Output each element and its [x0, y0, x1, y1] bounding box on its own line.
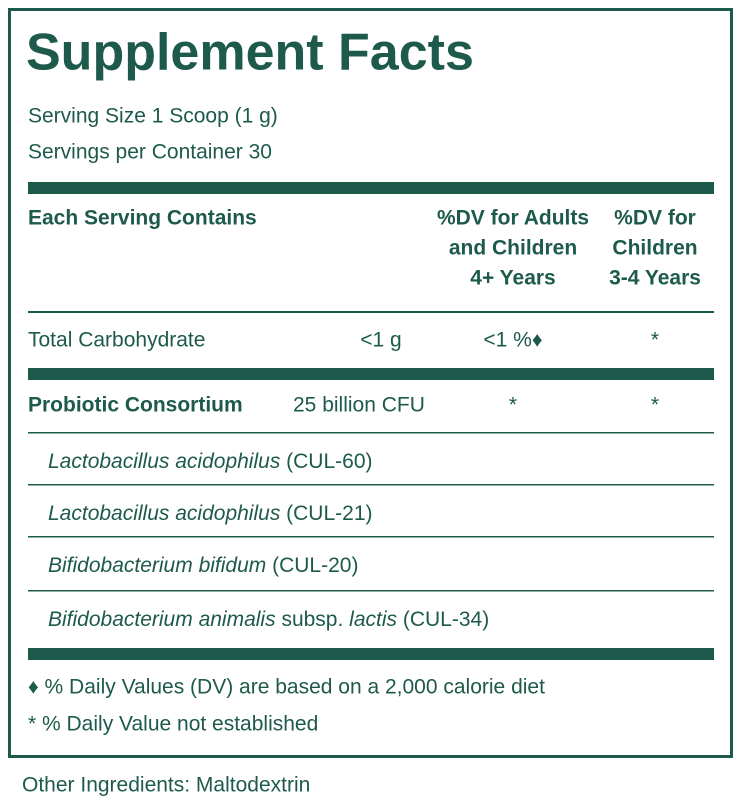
- strain-list: Lactobacillus acidophilus (CUL-60)Lactob…: [28, 432, 714, 631]
- strain-part: Lactobacillus acidophilus: [48, 450, 281, 473]
- row-amount: 25 billion CFU: [293, 394, 425, 417]
- row-dv-children: *: [651, 394, 659, 417]
- border: [8, 8, 733, 758]
- thick-rule: [28, 648, 714, 660]
- serving-size: Serving Size 1 Scoop (1 g): [28, 105, 278, 128]
- strain-part: (CUL-34): [397, 608, 489, 631]
- servings-per-container: Servings per Container 30: [28, 141, 272, 164]
- strain-part: subsp.: [276, 608, 350, 631]
- row-dv-adults: <1 %♦: [483, 329, 542, 352]
- thin-rule: [28, 536, 714, 538]
- thin-rule: [28, 590, 714, 592]
- header-label: Each Serving Contains: [28, 207, 257, 230]
- row-name: Probiotic Consortium: [28, 394, 243, 417]
- strain: Lactobacillus acidophilus (CUL-21): [48, 502, 373, 525]
- thin-rule: [28, 432, 714, 434]
- header-dv-adults: and Children: [449, 237, 577, 260]
- header-dv-children: 3-4 Years: [609, 267, 701, 290]
- strain: Bifidobacterium bifidum (CUL-20): [48, 554, 358, 577]
- thick-rule: [28, 368, 714, 380]
- row-dv-children: *: [651, 329, 659, 352]
- row-name: Total Carbohydrate: [28, 329, 205, 352]
- header-dv-adults: 4+ Years: [470, 267, 555, 290]
- strain-part: (CUL-20): [266, 554, 358, 577]
- strain-part: Bifidobacterium animalis: [48, 608, 276, 631]
- footnote: * % Daily Value not established: [28, 713, 318, 736]
- thin-rule: [28, 484, 714, 486]
- other-ingredients: Other Ingredients: Maltodextrin: [22, 774, 310, 797]
- strain: Bifidobacterium animalis subsp. lactis (…: [48, 608, 489, 631]
- row-amount: <1 g: [360, 329, 401, 352]
- row-dv-adults: *: [509, 394, 517, 417]
- strain: Lactobacillus acidophilus (CUL-60): [48, 450, 373, 473]
- header-dv-children: %DV for: [614, 207, 696, 230]
- footnote: ♦ % Daily Values (DV) are based on a 2,0…: [28, 676, 545, 699]
- header-dv-adults: %DV for Adults: [437, 207, 589, 230]
- strain-part: (CUL-60): [280, 450, 372, 473]
- strain-part: (CUL-21): [280, 502, 372, 525]
- thin-rule: [28, 311, 714, 313]
- strain-part: Lactobacillus acidophilus: [48, 502, 281, 525]
- header-dv-children: Children: [612, 237, 697, 260]
- strain-part: lactis: [349, 608, 397, 631]
- strain-part: Bifidobacterium bifidum: [48, 554, 266, 577]
- title: Supplement Facts: [26, 24, 474, 82]
- thick-rule: [28, 182, 714, 194]
